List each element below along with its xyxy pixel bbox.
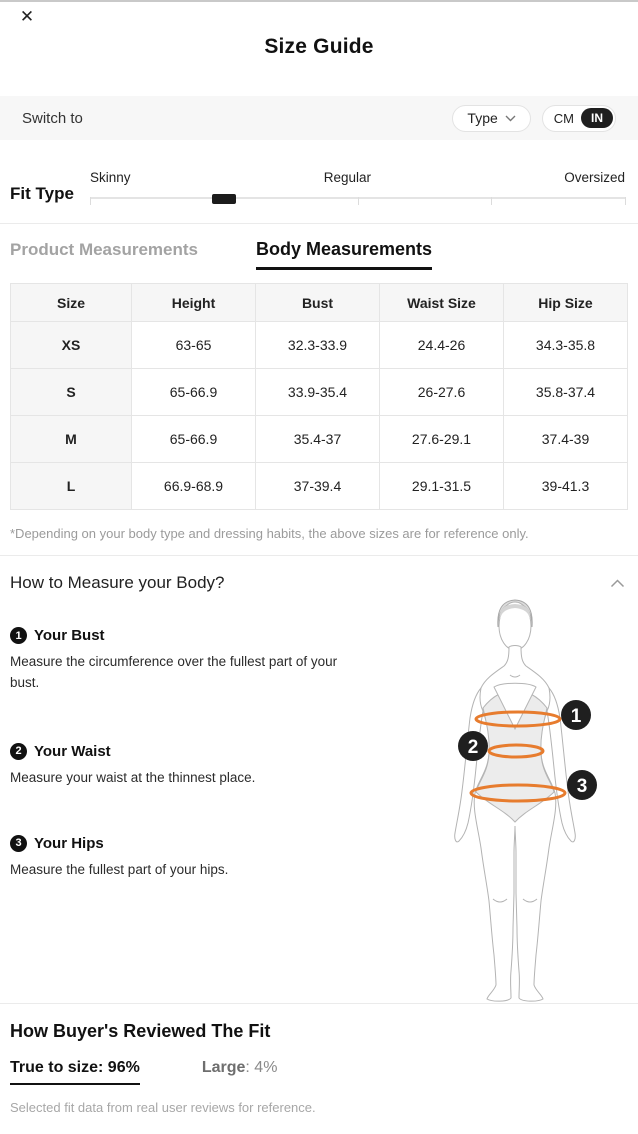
unit-toggle[interactable]: CM IN xyxy=(541,104,616,132)
true-to-size-stat[interactable]: True to size: 96% xyxy=(10,1059,140,1085)
large-label: Large xyxy=(201,1059,246,1076)
table-row: M 65-66.9 35.4-37 27.6-29.1 37.4-39 xyxy=(10,415,628,463)
large-value: : 4% xyxy=(245,1059,278,1076)
cell-hip: 34.3-35.8 xyxy=(503,321,628,369)
cell-waist: 27.6-29.1 xyxy=(379,415,504,463)
number-badge: 3 xyxy=(10,834,27,852)
body-measurement-illustration: 1 2 3 xyxy=(430,593,638,1008)
figure-badge-2: 2 xyxy=(458,731,488,761)
cell-bust: 37-39.4 xyxy=(255,462,380,510)
cell-height: 65-66.9 xyxy=(131,368,256,416)
fit-option-oversized: Oversized xyxy=(564,170,625,185)
fit-option-regular: Regular xyxy=(323,170,372,185)
tab-body-measurements[interactable]: Body Measurements xyxy=(256,239,433,270)
divider xyxy=(0,555,638,556)
cell-bust: 33.9-35.4 xyxy=(255,368,380,416)
slider-tick xyxy=(90,197,91,205)
fit-type-slider[interactable]: Skinny Regular Oversized xyxy=(90,170,626,206)
slider-tick xyxy=(491,197,493,205)
cell-waist: 29.1-31.5 xyxy=(379,462,504,510)
table-header-row: Size Height Bust Waist Size Hip Size xyxy=(10,283,628,322)
svg-text:1: 1 xyxy=(571,706,582,727)
slider-handle[interactable] xyxy=(211,194,236,204)
cell-size: S xyxy=(10,368,132,416)
col-header-bust: Bust xyxy=(255,283,380,322)
fit-type-section: Fit Type Skinny Regular Oversized xyxy=(10,170,626,206)
how-to-measure-title: How to Measure your Body? xyxy=(10,573,225,592)
measure-item-hips: 3 Your Hips Measure the fullest part of … xyxy=(10,834,360,881)
page-title: Size Guide xyxy=(264,35,374,58)
hip-measure-line xyxy=(469,783,567,803)
cell-bust: 35.4-37 xyxy=(255,415,380,463)
figure-badge-3: 3 xyxy=(567,770,597,800)
cell-hip: 37.4-39 xyxy=(503,415,628,463)
fit-option-skinny: Skinny xyxy=(90,170,131,185)
size-table: Size Height Bust Waist Size Hip Size XS … xyxy=(10,283,628,510)
figure-badge-1: 1 xyxy=(561,700,591,730)
cell-size: XS xyxy=(10,321,132,369)
col-header-height: Height xyxy=(131,283,256,322)
measure-item-waist: 2 Your Waist Measure your waist at the t… xyxy=(10,742,360,789)
table-row: XS 63-65 32.3-33.9 24.4-26 34.3-35.8 xyxy=(10,321,628,369)
cell-hip: 39-41.3 xyxy=(503,462,628,510)
chevron-up-icon[interactable] xyxy=(610,578,625,588)
how-to-measure-section: How to Measure your Body? 1 Your Bust Me… xyxy=(0,556,638,1003)
cell-height: 66.9-68.9 xyxy=(131,462,256,510)
bust-measure-line xyxy=(474,710,562,728)
divider xyxy=(0,223,638,224)
col-header-waist: Waist Size xyxy=(379,283,504,322)
figure-vneck xyxy=(493,682,537,731)
cell-height: 63-65 xyxy=(131,321,256,369)
waist-measure-line xyxy=(487,743,545,759)
chevron-down-icon xyxy=(505,115,516,121)
col-header-hip: Hip Size xyxy=(503,283,628,322)
table-row: S 65-66.9 33.9-35.4 26-27.6 35.8-37.4 xyxy=(10,368,628,416)
svg-text:3: 3 xyxy=(577,776,588,797)
figure-right-arm xyxy=(546,686,576,843)
large-stat[interactable]: Large: 4% xyxy=(202,1059,278,1077)
review-note: Selected fit data from real user reviews… xyxy=(10,1100,316,1115)
measurement-tabs: Product Measurements Body Measurements xyxy=(0,239,638,270)
buyer-review-title: How Buyer's Reviewed The Fit xyxy=(10,1021,271,1041)
cell-waist: 26-27.6 xyxy=(379,368,504,416)
unit-option-in[interactable]: IN xyxy=(581,108,613,128)
close-icon[interactable]: ✕ xyxy=(14,4,40,30)
svg-text:2: 2 xyxy=(468,737,479,758)
unit-option-cm[interactable]: CM xyxy=(553,110,574,126)
number-badge: 2 xyxy=(10,742,27,760)
measure-item-desc: Measure the circumference over the fulle… xyxy=(10,654,338,690)
slider-tick xyxy=(625,197,626,205)
measure-item-desc: Measure your waist at the thinnest place… xyxy=(10,769,256,785)
cell-waist: 24.4-26 xyxy=(379,321,504,369)
col-header-size: Size xyxy=(10,283,132,322)
measure-item-title: Your Bust xyxy=(34,627,105,644)
switch-to-label: Switch to xyxy=(22,109,83,127)
type-dropdown-label: Type xyxy=(467,110,498,126)
cell-hip: 35.8-37.4 xyxy=(503,368,628,416)
fit-type-label: Fit Type xyxy=(10,184,74,203)
measure-item-title: Your Waist xyxy=(34,742,111,760)
cell-size: L xyxy=(10,462,132,510)
tab-product-measurements[interactable]: Product Measurements xyxy=(10,240,198,259)
slider-tick xyxy=(357,197,359,205)
type-dropdown[interactable]: Type xyxy=(452,104,531,132)
cell-height: 65-66.9 xyxy=(131,415,256,463)
cell-size: M xyxy=(10,415,132,463)
measure-item-bust: 1 Your Bust Measure the circumference ov… xyxy=(10,627,360,694)
table-note: *Depending on your body type and dressin… xyxy=(10,526,529,541)
measure-item-title: Your Hips xyxy=(34,834,104,852)
divider xyxy=(0,1003,638,1004)
table-row: L 66.9-68.9 37-39.4 29.1-31.5 39-41.3 xyxy=(10,462,628,510)
buyer-review-section: How Buyer's Reviewed The Fit True to siz… xyxy=(0,1004,638,1115)
figure-left-arm xyxy=(454,686,484,843)
measure-item-desc: Measure the fullest part of your hips. xyxy=(10,861,229,877)
switch-bar: Switch to Type CM IN xyxy=(0,96,638,140)
cell-bust: 32.3-33.9 xyxy=(255,321,380,369)
number-badge: 1 xyxy=(10,627,27,644)
